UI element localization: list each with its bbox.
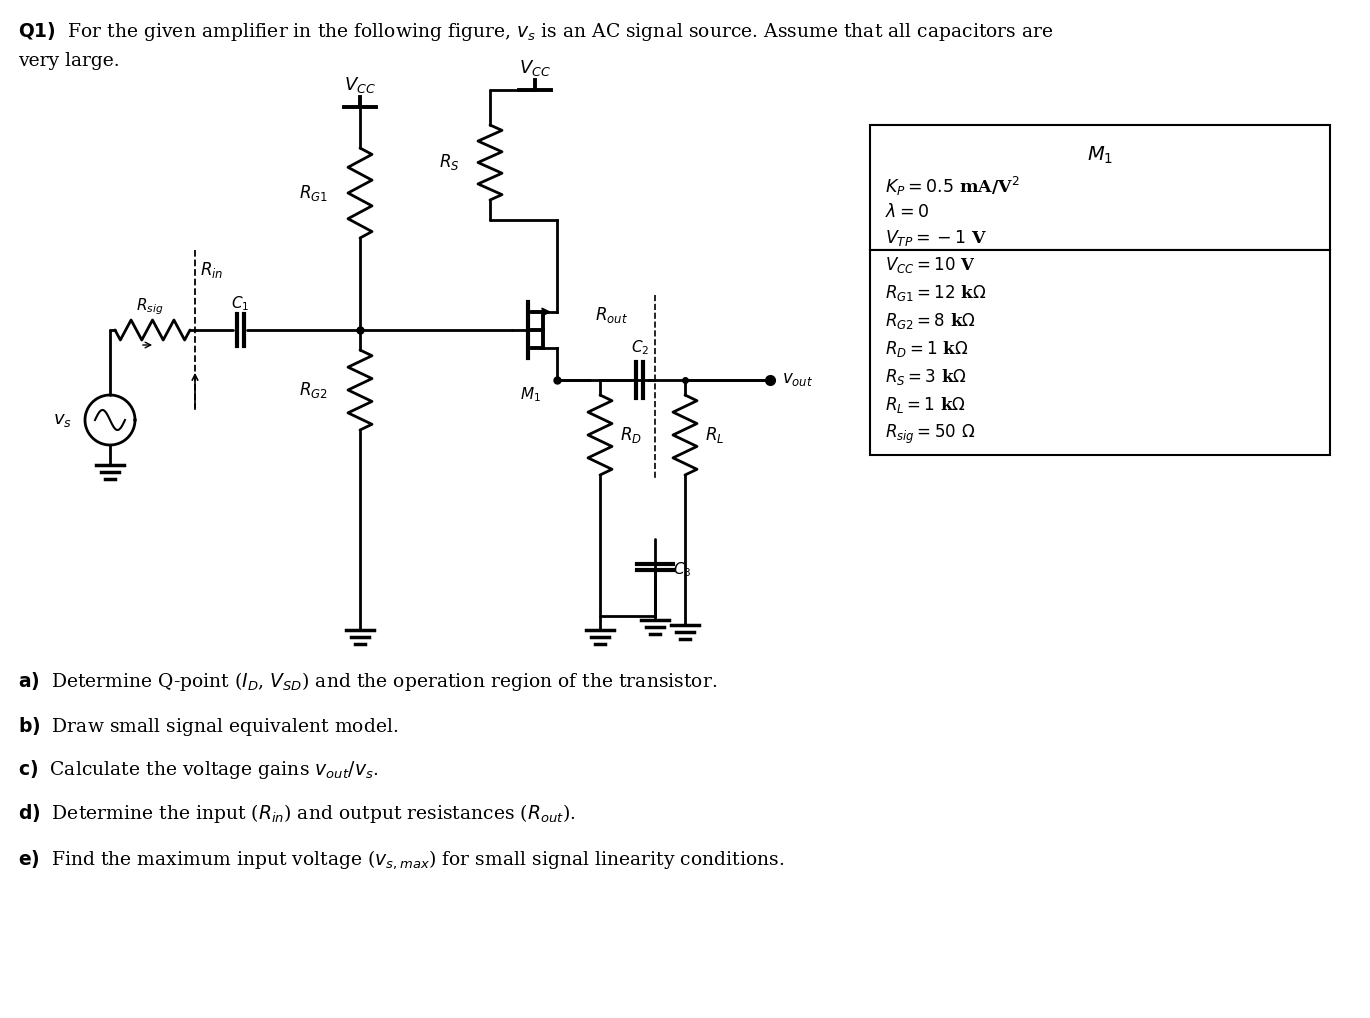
Text: $C_3$: $C_3$ (673, 561, 692, 579)
Text: $R_{G1} = 12$ k$\Omega$: $R_{G1} = 12$ k$\Omega$ (885, 283, 986, 303)
Text: $R_{G2}$: $R_{G2}$ (299, 380, 327, 400)
Bar (870, 125, 1330, 250)
Text: $V_{CC}$: $V_{CC}$ (344, 75, 375, 95)
Text: $R_L$: $R_L$ (706, 425, 725, 445)
Text: $K_P = 0.5$ mA/V$^2$: $K_P = 0.5$ mA/V$^2$ (885, 175, 1019, 199)
Text: $R_L = 1$ k$\Omega$: $R_L = 1$ k$\Omega$ (885, 395, 966, 415)
Text: $V_{TP} = -1$ V: $V_{TP} = -1$ V (885, 228, 988, 248)
Text: $R_{in}$: $R_{in}$ (200, 260, 223, 280)
Text: $R_{sig}$: $R_{sig}$ (136, 296, 164, 317)
Text: $M_1$: $M_1$ (519, 385, 540, 404)
Text: $v_{out}$: $v_{out}$ (782, 372, 814, 389)
Text: $R_{sig} = 50$ $\Omega$: $R_{sig} = 50$ $\Omega$ (885, 423, 975, 446)
Text: $R_{G1}$: $R_{G1}$ (299, 183, 327, 203)
Text: $R_{out}$: $R_{out}$ (595, 305, 627, 325)
Text: $R_S$: $R_S$ (440, 152, 460, 172)
Text: $\mathbf{d)}$  Determine the input ($R_{in}$) and output resistances ($R_{out}$): $\mathbf{d)}$ Determine the input ($R_{i… (18, 802, 575, 825)
Text: $\mathbf{a)}$  Determine Q-point ($I_D$, $V_{SD}$) and the operation region of t: $\mathbf{a)}$ Determine Q-point ($I_D$, … (18, 670, 718, 693)
Text: $v_s$: $v_s$ (53, 411, 73, 429)
Text: $\mathbf{e)}$  Find the maximum input voltage ($v_{s,max}$) for small signal lin: $\mathbf{e)}$ Find the maximum input vol… (18, 848, 784, 871)
Text: $M_1$: $M_1$ (1086, 145, 1112, 166)
Text: $\mathbf{Q1)}$  For the given amplifier in the following figure, $v_s$ is an AC : $\mathbf{Q1)}$ For the given amplifier i… (18, 20, 1054, 43)
Text: $R_{G2} = 8$ k$\Omega$: $R_{G2} = 8$ k$\Omega$ (885, 312, 975, 331)
Bar (870, 250, 1330, 455)
Text: $R_D = 1$ k$\Omega$: $R_D = 1$ k$\Omega$ (885, 339, 969, 359)
Text: very large.: very large. (18, 52, 119, 70)
Text: $V_{CC} = 10$ V: $V_{CC} = 10$ V (885, 254, 975, 275)
Text: $\mathbf{b)}$  Draw small signal equivalent model.: $\mathbf{b)}$ Draw small signal equivale… (18, 715, 399, 738)
Text: $R_D$: $R_D$ (621, 425, 643, 445)
Text: $C_2$: $C_2$ (630, 338, 649, 356)
Text: $\lambda = 0$: $\lambda = 0$ (885, 203, 929, 221)
Text: $C_1$: $C_1$ (230, 294, 249, 313)
Text: $V_{CC}$: $V_{CC}$ (519, 58, 551, 78)
Text: $\mathbf{c)}$  Calculate the voltage gains $v_{out}/v_s$.: $\mathbf{c)}$ Calculate the voltage gain… (18, 758, 378, 781)
Text: $R_S = 3$ k$\Omega$: $R_S = 3$ k$\Omega$ (885, 367, 967, 387)
